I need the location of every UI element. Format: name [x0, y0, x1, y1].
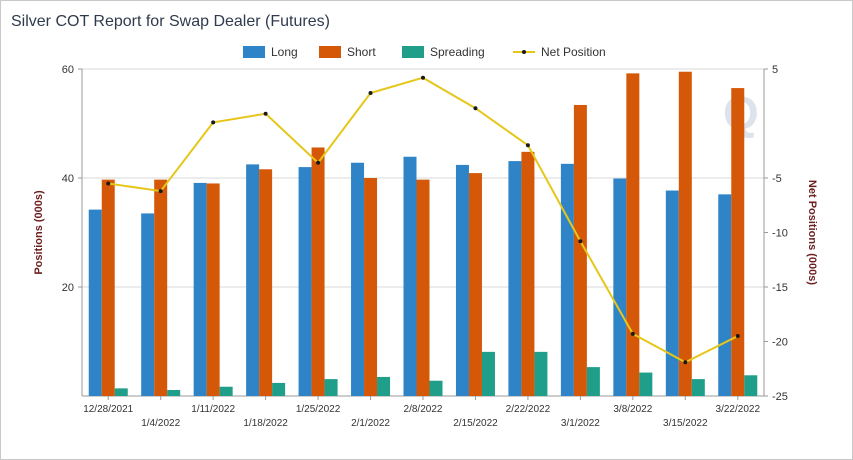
bar-long [351, 162, 365, 396]
bar-spreading [744, 375, 758, 396]
x-tick-label: 3/15/2022 [663, 418, 708, 429]
legend-label-short: Short [347, 45, 376, 59]
bar-short [259, 169, 273, 396]
y-tick-label: 40 [62, 173, 74, 185]
legend-label-long: Long [271, 45, 298, 59]
legend-swatch-short [319, 46, 341, 58]
y2-axis-title: Net Positions (000s) [806, 180, 818, 285]
bar-short [731, 88, 745, 396]
point-net-position [578, 239, 583, 244]
bar-spreading [272, 382, 286, 396]
bar-long [508, 161, 522, 396]
point-net-position [106, 181, 111, 186]
y-axis-title: Positions (000s) [33, 190, 45, 275]
x-tick-label: 2/22/2022 [506, 404, 551, 415]
x-tick-label: 2/8/2022 [404, 404, 443, 415]
point-net-position [368, 90, 373, 95]
bar-long [560, 163, 574, 396]
bar-short [206, 183, 220, 396]
bar-long [88, 209, 102, 396]
point-net-position [630, 331, 635, 336]
point-net-position [735, 334, 740, 339]
point-net-position [421, 75, 425, 80]
bar-long [718, 194, 732, 396]
point-net-position [683, 360, 688, 365]
bar-spreading [429, 380, 443, 396]
bar-spreading [219, 386, 233, 396]
bar-spreading [324, 379, 338, 396]
bar-short [364, 178, 378, 396]
point-net-position [211, 120, 216, 125]
y2-tick-label: -25 [772, 391, 788, 403]
x-tick-label: 1/4/2022 [141, 418, 180, 429]
bar-spreading [639, 372, 653, 396]
x-tick-label: 12/28/2021 [83, 404, 133, 415]
y2-tick-label: -5 [772, 173, 782, 185]
bar-short [573, 104, 587, 396]
point-net-position [525, 143, 530, 148]
x-tick-label: 2/15/2022 [453, 418, 498, 429]
bar-short [416, 179, 430, 396]
bar-long [403, 156, 417, 396]
bar-short [311, 147, 325, 396]
bar-spreading [377, 376, 391, 396]
y2-tick-label: -10 [772, 228, 788, 240]
point-net-position [473, 106, 478, 111]
bar-spreading [481, 351, 495, 396]
x-tick-label: 2/1/2022 [351, 418, 390, 429]
bar-long [141, 213, 155, 396]
legend-swatch-long [243, 46, 265, 58]
y-tick-label: 20 [62, 282, 74, 294]
chart-title: Silver COT Report for Swap Dealer (Futur… [11, 13, 330, 30]
point-net-position [316, 160, 321, 165]
x-tick-label: 3/22/2022 [716, 404, 761, 415]
x-tick-label: 1/18/2022 [243, 418, 288, 429]
bar-long [613, 178, 627, 396]
y-tick-label: 60 [62, 64, 74, 76]
bar-short [468, 173, 482, 396]
legend-swatch-spreading [402, 46, 424, 58]
x-tick-label: 3/1/2022 [561, 418, 600, 429]
y2-tick-label: -20 [772, 337, 788, 349]
y2-tick-label: -15 [772, 282, 788, 294]
x-tick-label: 1/25/2022 [296, 404, 341, 415]
point-net-position [158, 189, 163, 194]
bar-short [678, 71, 692, 396]
bar-short [154, 179, 168, 396]
bar-long [246, 164, 260, 396]
x-tick-label: 1/11/2022 [191, 404, 235, 415]
legend-marker-net-position [522, 50, 526, 54]
bar-spreading [534, 351, 548, 396]
bar-spreading [167, 390, 181, 396]
bar-spreading [691, 379, 705, 396]
bar-long [455, 164, 469, 396]
bar-spreading [586, 367, 600, 396]
legend-label-net-position: Net Position [541, 45, 606, 59]
bar-long [298, 167, 312, 396]
bar-long [193, 182, 207, 396]
x-tick-label: 3/8/2022 [613, 404, 652, 415]
bar-short [101, 179, 115, 396]
bar-spreading [114, 388, 128, 396]
point-net-position [263, 111, 268, 116]
bar-short [521, 151, 535, 396]
legend-label-spreading: Spreading [430, 45, 485, 59]
y2-tick-label: 5 [772, 64, 778, 76]
bar-long [665, 190, 679, 396]
bar-short [626, 73, 640, 397]
